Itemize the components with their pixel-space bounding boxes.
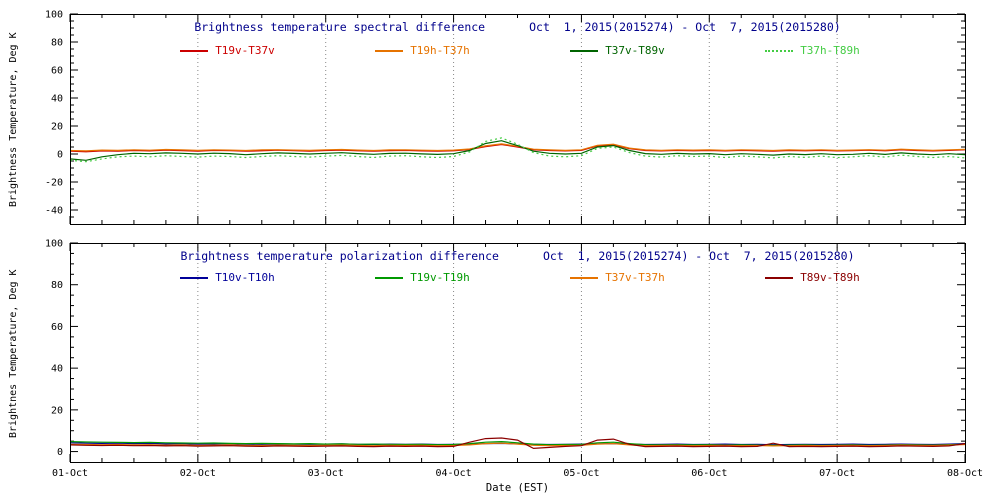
legend-item-t37v-t89v: T37v-T89v	[570, 44, 665, 57]
y-tick-label: 40	[51, 364, 63, 375]
legend-label: T10v-T10h	[215, 271, 275, 284]
y-axis-label: Brightness Temperature, Deg K	[8, 32, 19, 207]
series-line-t37v-t89v	[69, 140, 966, 161]
series-line-t89v-t89h	[69, 437, 966, 450]
y-tick-label: 60	[51, 322, 63, 333]
plot-area: 100 80 60 40 20 0 -20 -40	[45, 10, 966, 225]
legend-swatch-icon	[375, 276, 404, 279]
legend-item-t19v-t19h: T19v-T19h	[375, 271, 470, 284]
plot-area: 100 80 60 40 20 0 01-Oct 02-Oct 03-Oct 04-Oct 05-O…	[45, 239, 983, 480]
x-tick-label: 01-Oct	[52, 468, 88, 479]
legend-label: T19v-T19h	[410, 271, 470, 284]
legend-item-t19h-t37h: T19h-T37h	[375, 44, 470, 57]
y-tick-label: 80	[51, 38, 63, 49]
legend: T10v-T10h T19v-T19h T37v-T37h T89v-T89h	[130, 271, 910, 284]
y-tick-label: 0	[57, 447, 63, 458]
legend-label: T37h-T89h	[800, 44, 860, 57]
legend-label: T37v-T89v	[605, 44, 665, 57]
legend-swatch-icon	[765, 276, 794, 279]
x-tick-label: 04-Oct	[436, 468, 472, 479]
legend-item-t37v-t37h: T37v-T37h	[570, 271, 665, 284]
chart-spectral-difference: Brightness temperature spectral differen…	[0, 0, 1000, 232]
chart-title: Brightness temperature polarization diff…	[180, 249, 499, 263]
chart-polarization-difference: Brightness temperature polarization diff…	[0, 232, 1000, 500]
x-tick-label: 05-Oct	[563, 468, 599, 479]
x-tick-label: 08-Oct	[947, 468, 983, 479]
chart-date-range: Oct 1, 2015(2015274) - Oct 7, 2015(20152…	[542, 249, 855, 263]
x-tick-label: 02-Oct	[180, 468, 216, 479]
y-tick-label: 20	[51, 122, 63, 133]
y-tick-label: 100	[45, 10, 63, 21]
legend-swatch-icon	[375, 49, 404, 52]
legend-swatch-icon	[570, 276, 599, 279]
y-axis-label: Brightnes Temperature, Deg K	[8, 269, 19, 438]
legend-label: T19h-T37h	[410, 44, 470, 57]
y-tick-label: 100	[45, 239, 63, 250]
plot-border	[70, 14, 966, 225]
legend-swatch-icon	[180, 49, 209, 52]
legend-label: T89v-T89h	[800, 271, 860, 284]
plot-border	[70, 243, 966, 463]
legend-label: T37v-T37h	[605, 271, 665, 284]
legend: T19v-T37v T19h-T37h T37v-T89v T37h-T89h	[130, 44, 910, 57]
y-tick-label: -20	[45, 178, 63, 189]
y-tick-label: 60	[51, 66, 63, 77]
x-tick-label: 06-Oct	[691, 468, 727, 479]
x-tick-label: 03-Oct	[308, 468, 344, 479]
series-line-t37v-t37h	[69, 442, 966, 447]
chart-title-row: Brightness temperature spectral differen…	[70, 20, 965, 34]
y-tick-label: 20	[51, 405, 63, 416]
y-tick-label: -40	[45, 206, 63, 217]
y-tick-label: 0	[57, 150, 63, 161]
x-tick-label: 07-Oct	[819, 468, 855, 479]
legend-swatch-icon	[765, 49, 794, 52]
x-axis-label: Date (EST)	[485, 482, 550, 494]
legend-swatch-icon	[570, 49, 599, 52]
chart-title: Brightness temperature spectral differen…	[194, 20, 486, 34]
chart-date-range: Oct 1, 2015(2015274) - Oct 7, 2015(20152…	[529, 20, 841, 34]
y-tick-label: 40	[51, 94, 63, 105]
legend-item-t19v-t37v: T19v-T37v	[180, 44, 275, 57]
series-line-t19h-t37h	[69, 143, 966, 152]
legend-label: T19v-T37v	[215, 44, 275, 57]
legend-item-t37h-t89h: T37h-T89h	[765, 44, 860, 57]
legend-swatch-icon	[180, 276, 209, 279]
chart-title-row: Brightness temperature polarization diff…	[70, 249, 965, 263]
legend-item-t89v-t89h: T89v-T89h	[765, 271, 860, 284]
y-tick-label: 80	[51, 280, 63, 291]
legend-item-t10v-t10h: T10v-T10h	[180, 271, 275, 284]
